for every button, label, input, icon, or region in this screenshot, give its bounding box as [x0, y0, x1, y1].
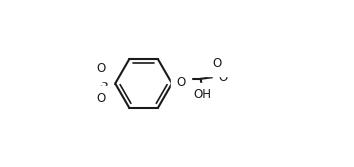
Text: S: S [99, 77, 108, 90]
Text: O: O [212, 57, 221, 70]
Text: O: O [218, 71, 228, 85]
Text: O: O [96, 62, 105, 75]
Text: OH: OH [193, 88, 211, 101]
Text: O: O [96, 92, 105, 105]
Text: O: O [177, 76, 186, 89]
